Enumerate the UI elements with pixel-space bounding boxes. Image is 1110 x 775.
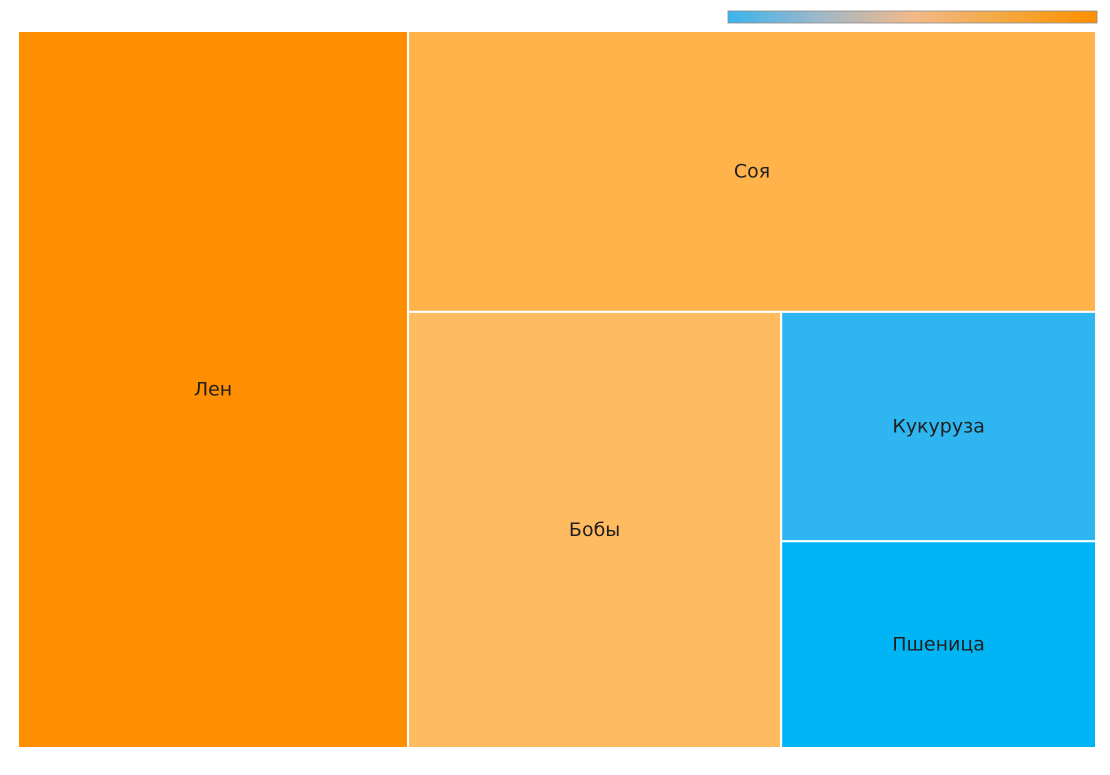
treemap-tile-rect[interactable]: [407, 30, 1097, 313]
treemap-tile-label: Лен: [194, 379, 232, 401]
treemap-tile-rect[interactable]: [17, 30, 410, 749]
treemap-tile-rect[interactable]: [407, 310, 783, 749]
treemap-tile-label: Соя: [734, 160, 770, 182]
treemap-tile[interactable]: Пшеница: [780, 540, 1098, 749]
treemap-tiles: Лен Соя Бобы Кукуруза Пшеница: [17, 30, 1098, 749]
treemap-tile-label: Кукуруза: [892, 416, 985, 438]
treemap-tile-label: Бобы: [569, 519, 620, 541]
treemap-tile[interactable]: Кукуруза: [780, 310, 1098, 543]
treemap-tile-rect[interactable]: [780, 540, 1098, 749]
treemap-tile[interactable]: Бобы: [407, 310, 783, 749]
color-scale-gradient: [727, 10, 1098, 24]
treemap-tile-label: Пшеница: [892, 634, 985, 656]
color-scale-bar: [727, 10, 1098, 24]
treemap-tile[interactable]: Соя: [407, 30, 1097, 313]
treemap-tile[interactable]: Лен: [17, 30, 410, 749]
treemap-tile-rect[interactable]: [780, 310, 1098, 543]
